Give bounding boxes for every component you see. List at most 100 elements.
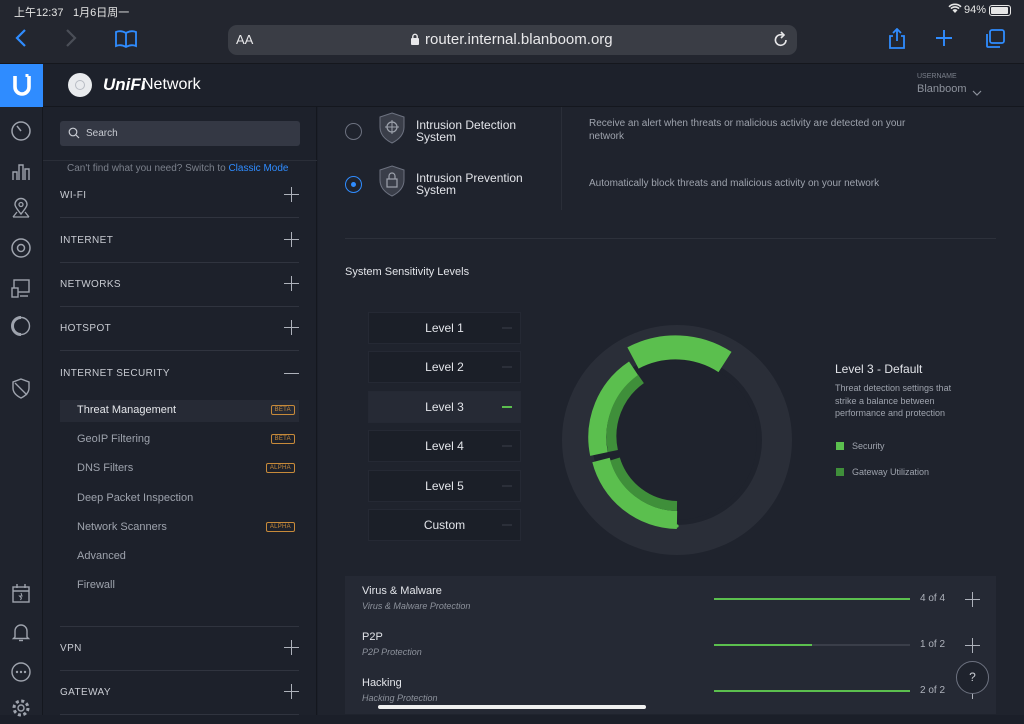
chevron-down-icon[interactable] — [972, 84, 982, 102]
expand-plus-icon[interactable] — [284, 684, 299, 699]
ips-description: Automatically block threats and maliciou… — [589, 178, 880, 189]
security-legend-swatch — [836, 442, 844, 450]
section-internet-security[interactable]: INTERNET SECURITY — [60, 352, 299, 396]
selected-indicator — [502, 406, 512, 408]
tabs-icon[interactable] — [984, 29, 1006, 55]
classic-mode-link[interactable]: Classic Mode — [228, 163, 289, 174]
alpha-badge: ALPHA — [265, 522, 295, 532]
category-progress — [714, 598, 910, 600]
app-title: Network — [142, 76, 201, 93]
threat-management-panel: Intrusion Detection System Receive an al… — [318, 107, 1024, 715]
category-row[interactable]: P2P P2P Protection 1 of 2 — [345, 622, 996, 668]
clients-icon[interactable] — [10, 277, 32, 299]
ips-shield-icon — [378, 165, 406, 197]
home-indicator — [378, 705, 646, 709]
forward-icon[interactable] — [64, 28, 78, 54]
text-size-button[interactable]: AA — [236, 32, 254, 47]
status-date: 1月6日周一 — [73, 7, 130, 19]
unifi-home-button[interactable] — [0, 64, 43, 107]
level-2-option[interactable]: Level 2 — [368, 351, 521, 383]
ids-description: Receive an alert when threats or malicio… — [589, 118, 906, 142]
subitem-dns-filters[interactable]: DNS Filters ALPHA — [60, 458, 299, 480]
settings-gear-icon[interactable] — [10, 697, 32, 719]
statistics-icon[interactable] — [10, 160, 32, 182]
unifi-wordmark: UniFi — [103, 75, 146, 94]
beta-badge: BETA — [270, 405, 295, 415]
category-row[interactable]: Virus & Malware Virus & Malware Protecti… — [345, 576, 996, 622]
new-tab-icon[interactable] — [935, 29, 953, 53]
level-1-option[interactable]: Level 1 — [368, 312, 521, 344]
level-3-option[interactable]: Level 3 — [368, 391, 521, 423]
ids-title: Intrusion Detection System — [416, 118, 517, 144]
dashboard-icon[interactable] — [10, 120, 32, 142]
browser-toolbar: AA router.internal.blanboom.org — [0, 22, 1024, 64]
subitem-advanced[interactable]: Advanced — [77, 550, 126, 562]
section-internet[interactable]: INTERNET — [60, 219, 299, 263]
subitem-threat-management[interactable]: Threat Management BETA — [60, 400, 299, 422]
expand-plus-icon[interactable] — [284, 320, 299, 335]
ips-radio[interactable] — [345, 176, 362, 193]
security-legend-label: Security — [852, 441, 885, 451]
share-icon[interactable] — [887, 27, 907, 56]
sensitivity-heading: System Sensitivity Levels — [345, 266, 470, 278]
sensitivity-ring-chart — [561, 324, 793, 561]
security-arc-top — [627, 335, 732, 373]
section-wifi[interactable]: WI-FI — [60, 174, 299, 218]
username-label: USERNAME — [917, 73, 957, 80]
subitem-deep-packet-inspection[interactable]: Deep Packet Inspection — [77, 492, 194, 504]
level-4-option[interactable]: Level 4 — [368, 430, 521, 462]
collapse-minus-icon[interactable] — [284, 373, 299, 374]
section-gateway[interactable]: GATEWAY — [60, 671, 299, 715]
expand-plus-icon[interactable] — [965, 638, 980, 653]
search-placeholder: Search — [86, 128, 118, 139]
devices-icon[interactable] — [10, 237, 32, 259]
gateway-arc-bottom — [610, 457, 678, 511]
notifications-icon[interactable] — [10, 621, 32, 643]
status-time: 上午12:37 — [14, 7, 64, 19]
icon-rail — [0, 107, 43, 717]
ips-title: Intrusion Prevention System — [416, 171, 523, 197]
subitem-network-scanners[interactable]: Network Scanners ALPHA — [60, 517, 299, 539]
category-progress — [714, 644, 910, 646]
app-header: UniFi Network USERNAME Blanboom — [43, 64, 1024, 107]
bookmarks-icon[interactable] — [114, 29, 138, 55]
device-logo-icon — [68, 73, 92, 97]
level-5-option[interactable]: Level 5 — [368, 470, 521, 502]
map-icon[interactable] — [10, 197, 32, 219]
level-detail-title: Level 3 - Default — [835, 362, 923, 376]
section-networks[interactable]: NETWORKS — [60, 263, 299, 307]
expand-plus-icon[interactable] — [965, 592, 980, 607]
custom-level-option[interactable]: Custom — [368, 509, 521, 541]
subitem-firewall[interactable]: Firewall — [77, 579, 115, 591]
subitem-geoip-filtering[interactable]: GeoIP Filtering BETA — [60, 429, 299, 451]
calendar-icon[interactable] — [10, 582, 32, 604]
address-bar[interactable]: AA router.internal.blanboom.org — [228, 25, 797, 55]
ids-radio[interactable] — [345, 123, 362, 140]
gateway-arc-left — [606, 374, 645, 453]
chat-icon[interactable] — [10, 661, 32, 683]
gateway-legend-swatch — [836, 468, 844, 476]
status-bar: 上午12:37 1月6日周一 94% — [0, 0, 1024, 22]
gateway-legend-label: Gateway Utilization — [852, 467, 930, 477]
insights-icon[interactable] — [10, 315, 32, 337]
unifi-logo-icon — [9, 72, 35, 103]
expand-plus-icon[interactable] — [284, 640, 299, 655]
security-arc-left — [588, 361, 640, 456]
section-vpn[interactable]: VPN — [60, 627, 299, 671]
expand-plus-icon[interactable] — [284, 276, 299, 291]
username[interactable]: Blanboom — [917, 83, 967, 95]
ids-shield-icon — [378, 112, 406, 144]
section-hotspot[interactable]: HOTSPOT — [60, 307, 299, 351]
expand-plus-icon[interactable] — [284, 187, 299, 202]
help-button[interactable]: ? — [956, 661, 989, 694]
expand-plus-icon[interactable] — [284, 232, 299, 247]
category-progress — [714, 690, 910, 692]
shield-icon[interactable] — [10, 377, 32, 399]
battery-icon — [989, 5, 1011, 16]
reload-icon[interactable] — [773, 31, 789, 52]
classic-mode-hint: Can't find what you need? Switch to Clas… — [67, 163, 289, 174]
search-input[interactable]: Search — [60, 121, 300, 146]
back-icon[interactable] — [14, 28, 28, 54]
security-arc-bottom — [592, 457, 678, 529]
settings-sidebar: Search Can't find what you need? Switch … — [43, 107, 317, 715]
